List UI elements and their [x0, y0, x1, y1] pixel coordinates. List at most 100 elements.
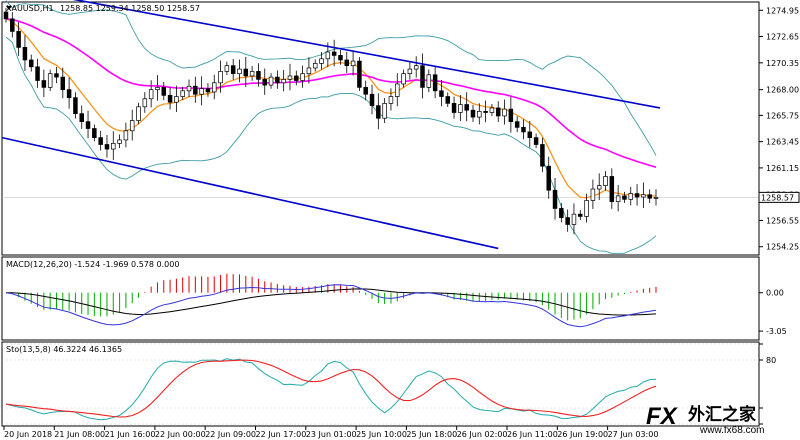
candle-body — [60, 76, 66, 91]
macd-panel — [5, 273, 657, 328]
candle — [451, 96, 457, 119]
candle — [73, 92, 78, 119]
candle-body — [395, 83, 400, 97]
candle-body — [489, 107, 495, 113]
macd-panel-title: MACD(12,26,20) -1.524 -1.969 0.578 0.000 — [6, 260, 179, 269]
candle — [230, 58, 236, 80]
candle-body — [325, 51, 331, 60]
candle-body — [615, 195, 621, 202]
candle-body — [388, 96, 394, 104]
candle — [363, 80, 368, 101]
candle — [28, 54, 34, 72]
candle — [22, 35, 28, 71]
candle — [287, 63, 293, 91]
candle — [117, 134, 122, 149]
candle-body — [445, 96, 450, 104]
candle-body — [565, 217, 570, 225]
candle — [312, 59, 318, 72]
candle-body — [382, 103, 387, 119]
candle-body — [256, 71, 261, 80]
candle-body — [3, 11, 9, 20]
candle — [376, 93, 381, 130]
candle — [155, 75, 160, 101]
candle — [489, 103, 495, 117]
candle — [16, 21, 21, 56]
candle — [407, 62, 413, 80]
candle-body — [502, 108, 507, 117]
panel-marker-icon — [6, 6, 12, 10]
candle — [552, 177, 558, 220]
time-axis-label: 26 Jun 19:00 — [557, 430, 608, 439]
candle — [432, 66, 438, 99]
candle — [3, 7, 9, 23]
time-axis-label: 20 Jun 2018 — [4, 430, 52, 439]
candle-body — [628, 193, 634, 200]
candle — [458, 95, 463, 122]
candle — [256, 63, 261, 87]
candle — [533, 133, 539, 149]
candle-body — [546, 165, 551, 191]
candle — [66, 77, 72, 109]
candle — [653, 189, 659, 206]
time-axis-label: 22 Jun 17:00 — [256, 430, 307, 439]
candle — [98, 130, 103, 151]
candle — [10, 12, 15, 38]
candle-body — [28, 59, 34, 68]
macd-axis-label: -3.05 — [766, 327, 787, 336]
candle-body — [180, 90, 185, 97]
candle-body — [495, 107, 501, 117]
candle — [212, 74, 217, 100]
candle — [439, 79, 444, 107]
candle — [350, 50, 356, 76]
candle — [161, 82, 167, 101]
candle — [249, 66, 255, 81]
candle — [92, 124, 97, 142]
candle-body — [596, 185, 602, 190]
candle — [41, 69, 47, 98]
candle-body — [66, 89, 72, 99]
candle — [167, 87, 173, 110]
candle-body — [634, 193, 640, 198]
candle-body — [413, 65, 419, 70]
candle-body — [578, 213, 583, 217]
price-axis-label: 1263.45 — [766, 138, 799, 147]
watermark-fx: FX — [646, 403, 679, 430]
candle — [596, 173, 602, 201]
last-price-label: 1258.57 — [761, 193, 794, 202]
candle — [275, 70, 280, 89]
candle-body — [73, 97, 78, 115]
last-price-box — [758, 191, 800, 203]
candle — [294, 70, 299, 86]
candle — [502, 99, 507, 125]
candle — [565, 209, 570, 232]
candle-body — [54, 73, 59, 78]
candle-body — [117, 139, 122, 144]
stoch-panel-title: Sto(13,5,8) 46.3224 46.1365 — [6, 345, 122, 354]
candle — [495, 101, 501, 123]
candle — [540, 137, 545, 173]
candle-body — [470, 109, 476, 118]
candle — [79, 105, 84, 129]
fx68-watermark-logo: FX 外汇之家 www.fx68.com — [646, 403, 764, 436]
candle — [148, 80, 154, 108]
price-panel-frame — [1, 1, 760, 256]
candle-body — [533, 137, 539, 145]
candle-body — [10, 18, 15, 32]
time-axis-label: 25 Jun 10:00 — [356, 430, 407, 439]
candle-body — [363, 87, 368, 95]
candle — [199, 76, 204, 106]
candle-body — [319, 58, 324, 64]
candle-body — [35, 66, 40, 81]
candle-body — [603, 176, 608, 186]
candle-body — [584, 200, 589, 217]
candle — [483, 100, 488, 123]
candle — [300, 65, 305, 88]
candle — [180, 86, 185, 101]
candle-body — [224, 65, 230, 72]
candle — [622, 191, 627, 203]
candle-body — [432, 74, 438, 92]
price-panel-title: XAUUSD,H1 — [6, 4, 54, 13]
candle — [369, 84, 375, 115]
candle — [218, 60, 223, 93]
candle-body — [294, 75, 299, 81]
